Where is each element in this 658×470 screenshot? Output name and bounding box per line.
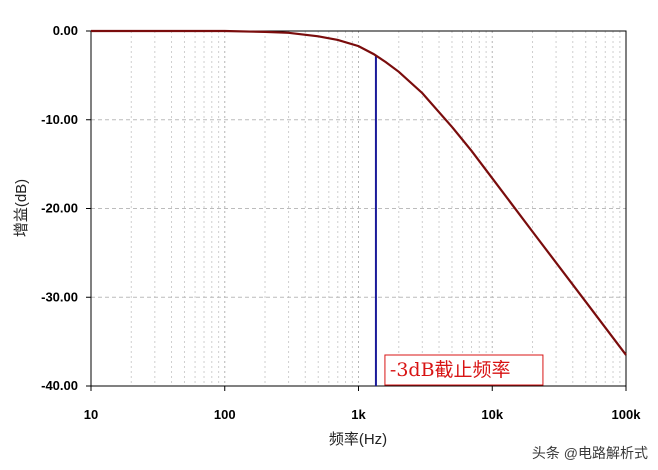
- watermark: 头条 @电路解析式: [532, 445, 648, 461]
- x-tick-label: 1k: [351, 407, 366, 422]
- cutoff-annotation-box: [384, 354, 544, 386]
- series-line-gain: [91, 29, 627, 356]
- y-axis-label: 增益(dB): [13, 179, 30, 237]
- x-tick-label: 10: [84, 407, 98, 422]
- y-tick-label: -20.00: [41, 201, 78, 216]
- x-axis-label: 频率(Hz): [329, 431, 387, 448]
- x-tick-label: 10k: [481, 407, 503, 422]
- cutoff-annotation-label: -3dB截止频率: [390, 359, 511, 381]
- grid: [91, 31, 626, 386]
- y-tick-label: 0.00: [53, 23, 78, 38]
- y-tick-label: -30.00: [41, 289, 78, 304]
- tick-labels: 0.00 -10.00 -20.00 -30.00 -40.00 10 100 1k 10k 10…: [41, 23, 641, 422]
- y-tick-label: -40.00: [41, 378, 78, 393]
- x-tick-label: 100: [214, 407, 236, 422]
- y-tick-label: -10.00: [41, 112, 78, 127]
- x-tick-label: 100k: [612, 407, 642, 422]
